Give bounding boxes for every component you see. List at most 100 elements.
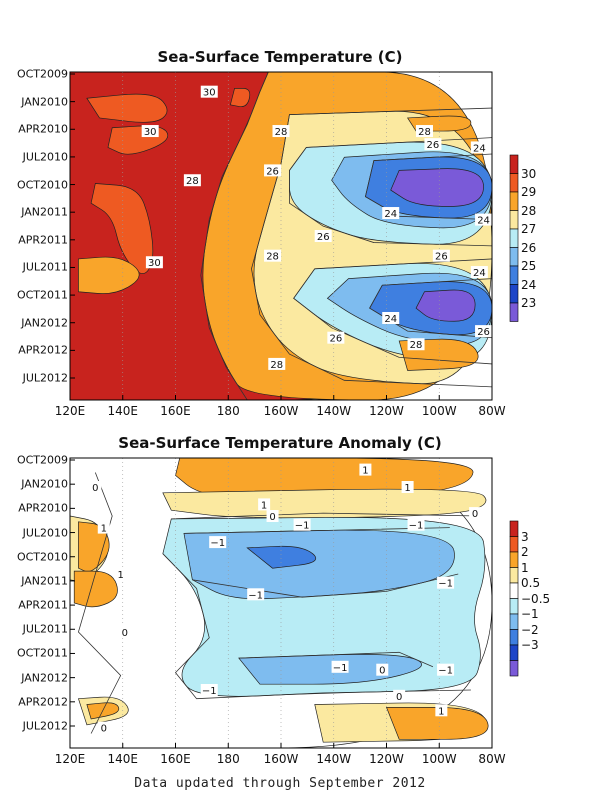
y-tick-label: OCT2011 xyxy=(16,646,68,660)
x-tick-label: 160E xyxy=(160,752,191,766)
contour-region xyxy=(162,517,486,697)
contour-label: −1 xyxy=(438,579,453,590)
contour-region xyxy=(229,88,251,108)
contour-label: 0 xyxy=(379,666,385,677)
contour-label-bg xyxy=(437,576,455,589)
contour-label-bg xyxy=(145,256,163,269)
contour-label-bg xyxy=(415,125,433,138)
contour-label: 28 xyxy=(275,127,288,138)
colorbar-label: −0.5 xyxy=(521,591,551,606)
plot-frame xyxy=(69,457,493,749)
contour-region xyxy=(415,289,476,322)
colorbar-label: 30 xyxy=(521,166,537,181)
x-tick-label: 120W xyxy=(369,404,404,418)
contour-label-bg xyxy=(266,510,279,522)
colorbar-swatch xyxy=(509,582,519,599)
colorbar-label: 2 xyxy=(521,545,529,559)
contour-label: −1 xyxy=(295,521,310,532)
contour-region xyxy=(385,707,489,740)
x-tick-label: 160W xyxy=(263,752,299,766)
contour-label: 24 xyxy=(477,216,490,227)
colorbar-swatch xyxy=(509,210,519,230)
x-tick-label: 120E xyxy=(54,752,86,766)
x-tick-label: 180 xyxy=(216,404,240,418)
footer-note: Data updated through September 2012 xyxy=(134,776,426,791)
x-tick-label: 120W xyxy=(369,752,404,766)
contour-region xyxy=(253,111,492,384)
y-tick-label: APR2012 xyxy=(18,695,68,709)
contour-label-bg xyxy=(407,518,425,531)
contour-label: 24 xyxy=(473,143,486,154)
contour-label: 28 xyxy=(270,360,283,371)
colorbar-swatch xyxy=(509,629,519,646)
contour-region xyxy=(162,488,487,519)
colorbar-swatch xyxy=(509,598,519,615)
contour-label: 1 xyxy=(404,483,410,494)
contour-label-bg xyxy=(314,230,332,242)
contour-label-bg xyxy=(432,249,450,262)
contour-label-bg xyxy=(258,498,271,511)
y-tick-label: OCT2009 xyxy=(16,453,68,467)
contour-label: 30 xyxy=(203,88,216,99)
contour-region xyxy=(90,183,154,274)
colorbar-label: 26 xyxy=(521,240,537,255)
contour-label: −1 xyxy=(202,686,217,697)
contour-region xyxy=(202,72,492,400)
contour-region xyxy=(183,529,455,600)
contour-region xyxy=(175,458,474,501)
y-tick-label: JAN2011 xyxy=(21,205,68,219)
contour-label-bg xyxy=(470,266,488,279)
contour-label: 1 xyxy=(101,524,107,535)
contour-label: 28 xyxy=(266,252,279,263)
contour-line xyxy=(171,512,480,520)
contour-label: 24 xyxy=(384,314,397,325)
contour-region xyxy=(390,168,484,207)
colorbar-label: 25 xyxy=(521,259,537,273)
contour-label-bg xyxy=(424,138,442,151)
contour-label-bg xyxy=(475,325,493,338)
contour-region xyxy=(238,654,422,685)
colorbar-swatch xyxy=(509,520,519,537)
y-tick-label: APR2012 xyxy=(18,343,68,357)
colorbar-label: 27 xyxy=(521,222,537,236)
y-tick-label: JAN2012 xyxy=(21,671,68,685)
colorbar-label: 0.5 xyxy=(521,576,541,590)
y-tick-label: APR2011 xyxy=(18,598,68,612)
colorbar-label: 1 xyxy=(521,560,529,575)
contour-region xyxy=(70,72,492,400)
contour-label: 24 xyxy=(384,209,397,220)
contour-region xyxy=(70,458,492,748)
contour-label-bg xyxy=(268,357,286,370)
y-tick-label: JAN2012 xyxy=(21,316,68,330)
contour-label: 26 xyxy=(266,166,279,177)
colorbar-swatch xyxy=(509,613,519,630)
colorbar-swatch xyxy=(509,302,519,322)
x-tick-label: 140E xyxy=(107,404,139,418)
contour-label-bg xyxy=(293,518,311,531)
contour-label: 28 xyxy=(418,127,431,138)
contour-region xyxy=(107,125,169,155)
contour-line xyxy=(162,553,471,700)
contour-label: 1 xyxy=(362,466,368,477)
contour-label-bg xyxy=(359,463,372,476)
contour-label: 0 xyxy=(92,483,98,494)
x-tick-label: 140W xyxy=(316,752,352,766)
y-tick-label: JUL2010 xyxy=(22,526,68,540)
x-tick-label: 100W xyxy=(421,404,457,418)
contour-label-bg xyxy=(200,85,218,98)
contour-label: 1 xyxy=(117,570,123,581)
contour-label: 0 xyxy=(101,724,107,735)
contour-label: 26 xyxy=(317,232,330,243)
y-tick-label: OCT2010 xyxy=(16,550,68,564)
y-tick-label: JAN2011 xyxy=(21,574,68,588)
x-tick-label: 100W xyxy=(421,752,457,766)
contour-line xyxy=(192,573,459,598)
y-tick-label: JAN2010 xyxy=(21,95,68,109)
y-tick-label: OCT2010 xyxy=(16,178,68,192)
contour-region xyxy=(398,338,479,371)
contour-label-bg xyxy=(469,507,482,520)
contour-region xyxy=(73,570,118,608)
contour-label-bg xyxy=(200,684,218,696)
contour-label-bg xyxy=(437,663,455,676)
